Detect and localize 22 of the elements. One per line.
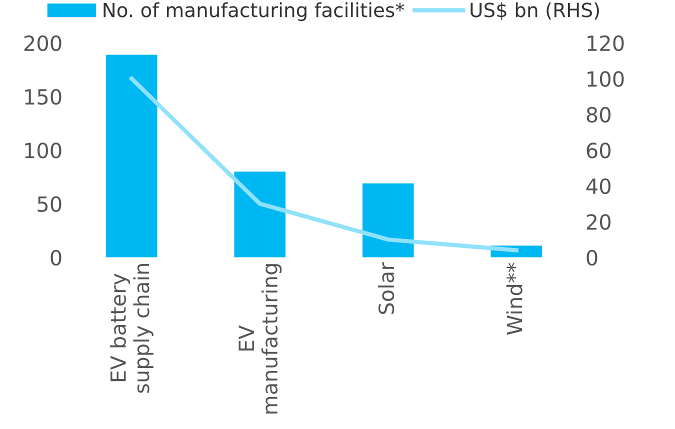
y2-tick-label: 0 bbox=[586, 250, 598, 266]
y2-tick-label: 40 bbox=[586, 178, 610, 194]
legend-label: No. of manufacturing facilities* bbox=[104, 2, 404, 22]
x-tick-label: Wind** bbox=[506, 262, 522, 335]
y-tick-label: 200 bbox=[24, 35, 62, 52]
y-tick-label: 0 bbox=[50, 250, 62, 266]
y2-tick-label: 20 bbox=[586, 214, 610, 230]
y2-tick-label: 80 bbox=[586, 106, 610, 123]
line-series bbox=[130, 76, 518, 252]
x-tick-label: EV battery supply chain bbox=[110, 264, 154, 393]
y-tick-label: 100 bbox=[25, 142, 62, 158]
bar bbox=[362, 183, 414, 258]
x-tick-label: Solar bbox=[378, 262, 394, 314]
y-tick-label: 150 bbox=[25, 88, 62, 105]
bar bbox=[234, 172, 286, 258]
x-tick-label: EV manufacturing bbox=[238, 264, 282, 414]
y-tick-label: 50 bbox=[38, 196, 62, 212]
bar bbox=[106, 54, 158, 258]
y2-tick-label: 60 bbox=[586, 142, 610, 158]
legend-label: US$ bn (RHS) bbox=[470, 2, 599, 20]
y2-tick-label: 120 bbox=[588, 35, 624, 52]
y2-tick-label: 100 bbox=[588, 71, 624, 87]
